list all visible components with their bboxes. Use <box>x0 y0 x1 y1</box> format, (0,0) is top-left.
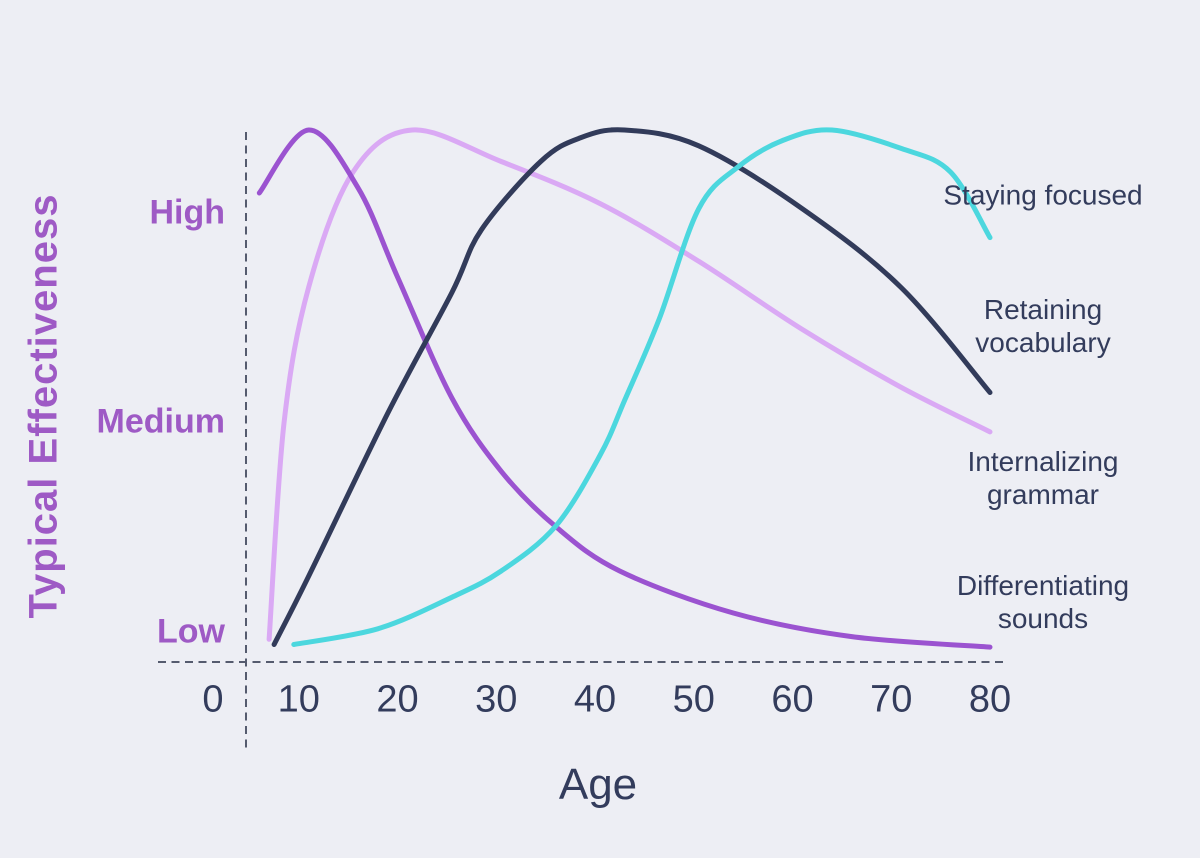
x-tick-0: 0 <box>202 678 224 721</box>
curve-differentiating-sounds <box>256 127 993 650</box>
x-axis-title: Age <box>558 760 638 809</box>
y-axis-title: Typical Effectiveness <box>21 193 66 619</box>
x-tick-10: 10 <box>277 678 320 721</box>
curve-internalizing-grammar <box>266 127 993 642</box>
series-label-retaining-vocabulary: Retaining vocabulary <box>975 294 1111 358</box>
x-tick-20: 20 <box>376 678 419 721</box>
x-tick-40: 40 <box>573 678 617 721</box>
x-tick-60: 60 <box>771 678 814 721</box>
series-label-internalizing-grammar: Internalizing grammar <box>967 446 1119 510</box>
curve-staying-focused <box>291 127 993 647</box>
x-tick-50: 50 <box>672 678 715 721</box>
y-tick-high: High <box>149 193 225 232</box>
x-tick-30: 30 <box>475 678 518 721</box>
curve-retaining-vocabulary <box>271 127 993 647</box>
y-tick-medium: Medium <box>96 402 225 441</box>
x-tick-70: 70 <box>870 678 913 721</box>
x-tick-80: 80 <box>968 678 1012 721</box>
series-label-staying-focused: Staying focused <box>943 179 1143 211</box>
y-tick-low: Low <box>157 612 225 651</box>
series-label-differentiating-sounds: Differentiating sounds <box>956 570 1130 634</box>
